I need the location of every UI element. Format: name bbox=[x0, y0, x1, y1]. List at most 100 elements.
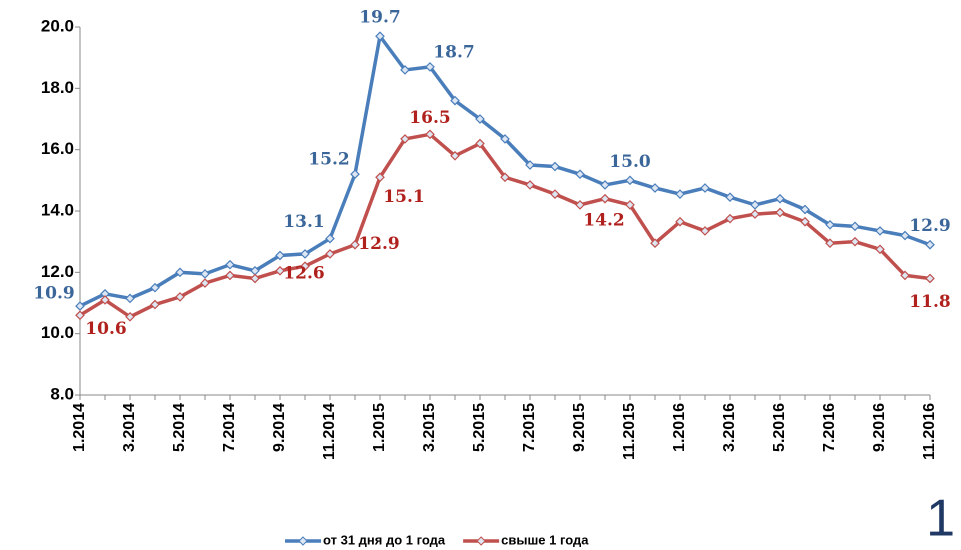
point-marker bbox=[350, 239, 360, 250]
point-marker bbox=[300, 249, 310, 259]
x-tick-label: 9.2014 bbox=[271, 403, 288, 452]
point-marker bbox=[625, 200, 635, 210]
point-marker bbox=[725, 192, 735, 203]
point-marker bbox=[575, 169, 585, 180]
data-label: 14.2 bbox=[583, 210, 624, 230]
data-label: 16.5 bbox=[409, 108, 450, 128]
point-marker bbox=[850, 221, 860, 232]
data-label: 10.6 bbox=[85, 319, 126, 339]
y-tick-label: 10.0 bbox=[41, 323, 74, 342]
point-marker bbox=[275, 265, 285, 276]
point-marker bbox=[75, 301, 85, 311]
point-marker bbox=[75, 310, 85, 321]
point-marker bbox=[550, 189, 560, 199]
x-tick-label: 3.2016 bbox=[721, 403, 738, 452]
x-tick-label: 5.2016 bbox=[771, 403, 788, 452]
point-marker bbox=[600, 180, 610, 190]
legend-marker bbox=[298, 536, 308, 546]
point-marker bbox=[650, 183, 660, 193]
legend-label: свыше 1 года bbox=[501, 532, 589, 547]
point-marker bbox=[400, 134, 410, 144]
data-label: 15.1 bbox=[383, 187, 424, 207]
data-label: 19.7 bbox=[359, 8, 400, 28]
point-marker bbox=[200, 278, 210, 288]
point-marker bbox=[875, 226, 885, 236]
series-line bbox=[79, 132, 931, 319]
point-marker bbox=[850, 236, 860, 247]
point-marker bbox=[875, 244, 885, 255]
point-marker bbox=[800, 216, 810, 227]
x-tick-label: 11.2014 bbox=[321, 403, 338, 460]
point-marker bbox=[425, 62, 435, 72]
x-tick-label: 1.2014 bbox=[71, 403, 88, 452]
point-marker bbox=[250, 273, 260, 284]
x-tick-label: 7.2015 bbox=[521, 403, 538, 452]
point-marker bbox=[325, 249, 335, 259]
point-marker bbox=[675, 189, 685, 199]
point-marker bbox=[600, 193, 610, 204]
point-marker bbox=[350, 169, 360, 180]
legend-label: от 31 дня до 1 года bbox=[323, 532, 446, 547]
data-label: 13.1 bbox=[283, 212, 324, 232]
point-marker bbox=[450, 95, 460, 106]
point-marker bbox=[650, 238, 660, 249]
point-marker bbox=[175, 267, 185, 278]
point-marker bbox=[125, 311, 135, 322]
point-marker bbox=[550, 161, 560, 172]
point-marker bbox=[375, 31, 385, 42]
data-label: 12.9 bbox=[358, 234, 399, 254]
point-marker bbox=[775, 193, 785, 204]
point-marker bbox=[175, 292, 185, 302]
point-marker bbox=[500, 134, 510, 144]
x-tick-label: 7.2016 bbox=[821, 403, 838, 452]
point-marker bbox=[575, 200, 585, 210]
slide-number: 1 bbox=[926, 490, 955, 548]
point-marker bbox=[150, 282, 160, 293]
data-label: 15.0 bbox=[609, 152, 651, 172]
point-marker bbox=[300, 261, 310, 272]
data-label: 12.6 bbox=[283, 263, 324, 283]
x-tick-label: 1.2016 bbox=[671, 403, 688, 452]
y-tick-label: 12.0 bbox=[41, 262, 74, 281]
data-label: 12.9 bbox=[909, 216, 950, 236]
point-marker bbox=[100, 295, 110, 305]
point-marker bbox=[900, 230, 910, 241]
point-marker bbox=[400, 65, 410, 75]
point-marker bbox=[900, 270, 910, 281]
point-marker bbox=[500, 172, 510, 183]
series-line bbox=[79, 31, 931, 308]
point-marker bbox=[750, 200, 760, 210]
x-tick-label: 11.2015 bbox=[621, 403, 638, 460]
point-marker bbox=[525, 160, 535, 170]
point-marker bbox=[625, 175, 635, 186]
point-marker bbox=[225, 270, 235, 281]
y-tick-label: 8.0 bbox=[50, 384, 74, 403]
point-marker bbox=[225, 259, 235, 270]
point-marker bbox=[775, 207, 785, 218]
data-label: 18.7 bbox=[433, 42, 474, 62]
y-tick-label: 14.0 bbox=[41, 200, 74, 219]
point-marker bbox=[150, 299, 160, 310]
point-marker bbox=[200, 269, 210, 279]
point-marker bbox=[425, 129, 435, 140]
data-label: 11.8 bbox=[909, 292, 950, 312]
point-marker bbox=[925, 273, 935, 284]
point-marker bbox=[825, 219, 835, 230]
legend-marker bbox=[476, 536, 486, 546]
point-marker bbox=[825, 238, 835, 249]
point-marker bbox=[450, 150, 460, 161]
point-marker bbox=[675, 216, 685, 227]
point-marker bbox=[525, 180, 535, 190]
data-label: 10.9 bbox=[33, 284, 74, 304]
y-tick-label: 20.0 bbox=[41, 16, 74, 35]
y-tick-label: 18.0 bbox=[41, 78, 74, 97]
x-tick-label: 9.2015 bbox=[571, 403, 588, 452]
point-marker bbox=[725, 213, 735, 224]
point-marker bbox=[475, 138, 485, 149]
point-marker bbox=[325, 233, 335, 244]
data-label: 15.2 bbox=[308, 150, 349, 170]
y-tick-label: 16.0 bbox=[41, 139, 74, 158]
x-tick-label: 5.2014 bbox=[171, 403, 188, 452]
x-tick-label: 3.2014 bbox=[121, 403, 138, 452]
